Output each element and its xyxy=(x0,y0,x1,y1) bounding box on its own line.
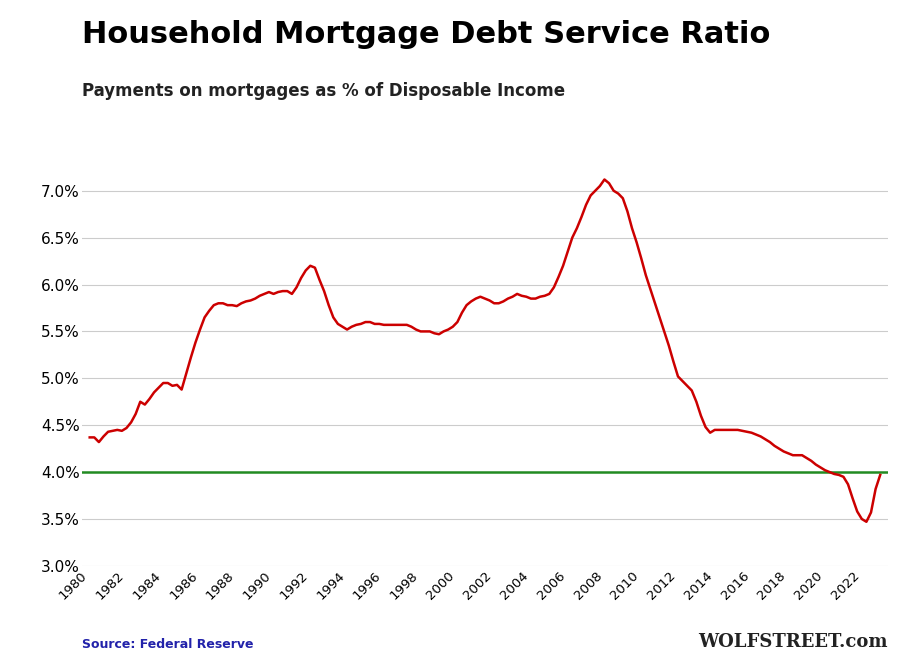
Text: WOLFSTREET.com: WOLFSTREET.com xyxy=(698,634,888,651)
Text: Payments on mortgages as % of Disposable Income: Payments on mortgages as % of Disposable… xyxy=(82,82,565,100)
Text: Household Mortgage Debt Service Ratio: Household Mortgage Debt Service Ratio xyxy=(82,20,770,49)
Text: Source: Federal Reserve: Source: Federal Reserve xyxy=(82,638,253,651)
